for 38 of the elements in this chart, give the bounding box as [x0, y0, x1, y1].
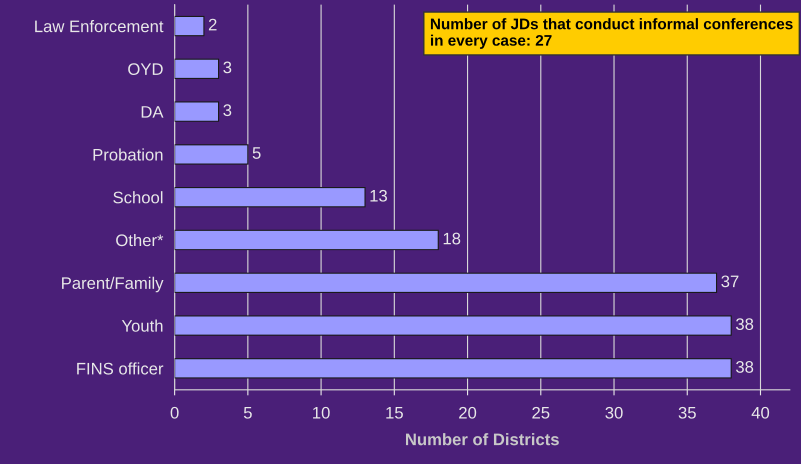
x-tick-label: 40: [752, 406, 770, 419]
data-label: 38: [736, 361, 754, 373]
x-tick-label: 25: [532, 406, 550, 419]
bar: [174, 315, 732, 336]
data-label: 37: [721, 275, 738, 288]
y-tick-label: FINS officer: [77, 362, 164, 375]
y-tick-label: Youth: [122, 320, 162, 332]
x-tick-label: 0: [170, 406, 179, 419]
bar: [174, 144, 248, 165]
annotation: Number of JDs that conduct informal conferences in every case: 27: [430, 18, 793, 49]
data-label: 18: [444, 232, 460, 244]
bar: [174, 101, 220, 122]
x-axis-title: Number of Districts: [406, 433, 559, 446]
x-tick-label: 5: [244, 407, 252, 419]
y-tick-label: School: [113, 191, 162, 204]
bar: [174, 58, 220, 80]
data-label: 2: [208, 18, 217, 30]
x-tick-label: 10: [313, 406, 330, 419]
data-label: 3: [223, 104, 232, 116]
y-tick-label: DA: [142, 106, 164, 118]
y-tick-label: Other*: [116, 234, 164, 246]
data-label: 13: [370, 190, 387, 202]
data-label: 3: [223, 62, 232, 74]
bar: [174, 230, 439, 250]
bar: [174, 272, 718, 293]
x-tick-label: 30: [605, 406, 623, 419]
x-tick-label: 20: [459, 406, 476, 419]
y-tick-label: OYD: [128, 63, 163, 76]
x-tick-label: 15: [386, 407, 403, 419]
bar: [174, 187, 366, 208]
data-label: 38: [736, 318, 754, 330]
y-tick-label: Parent/Family: [62, 276, 164, 292]
y-tick-label: Probation: [94, 148, 162, 161]
y-tick-label: Law Enforcement: [35, 20, 164, 32]
bar: [174, 16, 204, 36]
bar: [174, 358, 732, 379]
data-label: 5: [252, 147, 261, 159]
x-tick-label: 35: [678, 406, 696, 419]
